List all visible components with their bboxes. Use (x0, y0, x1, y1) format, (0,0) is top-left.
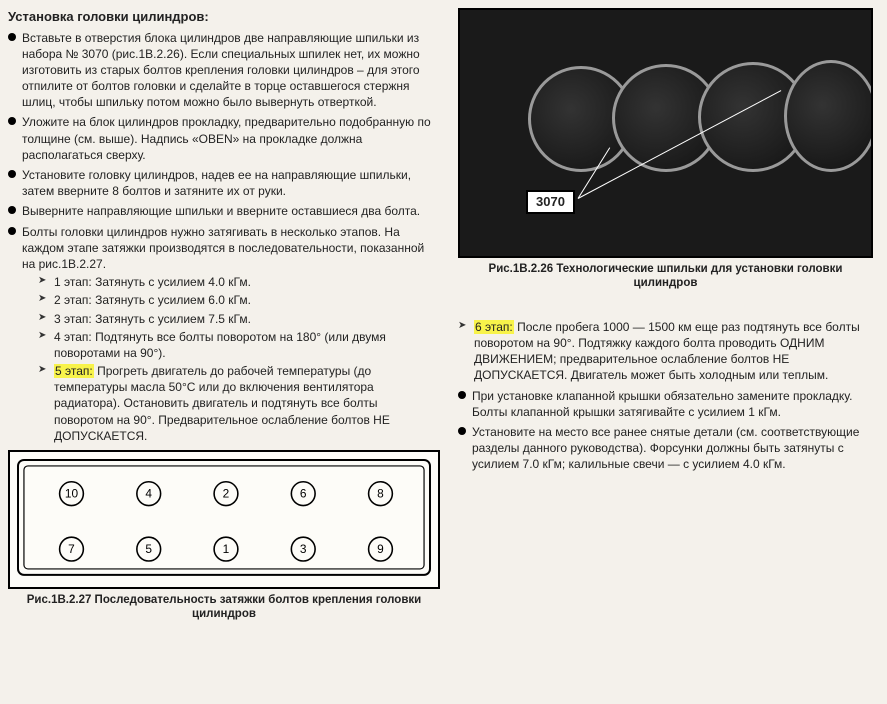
bullet-item: Уложите на блок цилиндров прокладку, пре… (8, 114, 440, 163)
right-bullets: При установке клапанной крышки обязатель… (458, 388, 873, 473)
bolt-sequence-diagram: 10 4 2 6 8 7 5 1 3 9 (8, 450, 440, 589)
svg-text:7: 7 (68, 542, 75, 556)
svg-text:1: 1 (223, 542, 230, 556)
photo-part-label: 3070 (526, 190, 575, 214)
tightening-steps: 1 этап: Затянуть с усилием 4.0 кГм. 2 эт… (22, 274, 440, 444)
fig-226-caption: Рис.1В.2.26 Технологические шпильки для … (458, 262, 873, 291)
svg-text:10: 10 (65, 487, 79, 501)
step6-container: 6 этап: После пробега 1000 — 1500 км еще… (458, 319, 873, 384)
fig-227-caption: Рис.1В.2.27 Последовательность затяжки б… (8, 593, 440, 622)
bolt-sequence-svg: 10 4 2 6 8 7 5 1 3 9 (16, 458, 432, 577)
svg-text:9: 9 (377, 542, 384, 556)
svg-text:8: 8 (377, 487, 384, 501)
install-bullets: Вставьте в отверстия блока цилиндров две… (8, 30, 440, 445)
step-item: 2 этап: Затянуть с усилием 6.0 кГм. (38, 292, 440, 308)
bullet-item: Выверните направляющие шпильки и ввернит… (8, 203, 440, 219)
svg-text:6: 6 (300, 487, 307, 501)
section-heading: Установка головки цилиндров: (8, 8, 440, 26)
svg-text:3: 3 (300, 542, 307, 556)
bullet-item: Установите на место все ранее снятые дет… (458, 424, 873, 473)
guide-pin-photo: 3070 (458, 8, 873, 258)
step5-highlight: 5 этап: (54, 364, 94, 378)
cylinder-bore (784, 60, 873, 172)
svg-text:4: 4 (145, 487, 152, 501)
step-item-6: 6 этап: После пробега 1000 — 1500 км еще… (458, 319, 873, 384)
step-item-5: 5 этап: Прогреть двигатель до рабочей те… (38, 363, 440, 444)
bullet-item: Болты головки цилиндров нужно затягивать… (8, 224, 440, 444)
step-item: 4 этап: Подтянуть все болты поворотом на… (38, 329, 440, 361)
step6-highlight: 6 этап: (474, 320, 514, 334)
bullet-item: Установите головку цилиндров, надев ее н… (8, 167, 440, 199)
bullet-item: При установке клапанной крышки обязатель… (458, 388, 873, 420)
bullet-item: Вставьте в отверстия блока цилиндров две… (8, 30, 440, 111)
step-item: 3 этап: Затянуть с усилием 7.5 кГм. (38, 311, 440, 327)
svg-text:5: 5 (145, 542, 152, 556)
svg-text:2: 2 (223, 487, 230, 501)
step-item: 1 этап: Затянуть с усилием 4.0 кГм. (38, 274, 440, 290)
